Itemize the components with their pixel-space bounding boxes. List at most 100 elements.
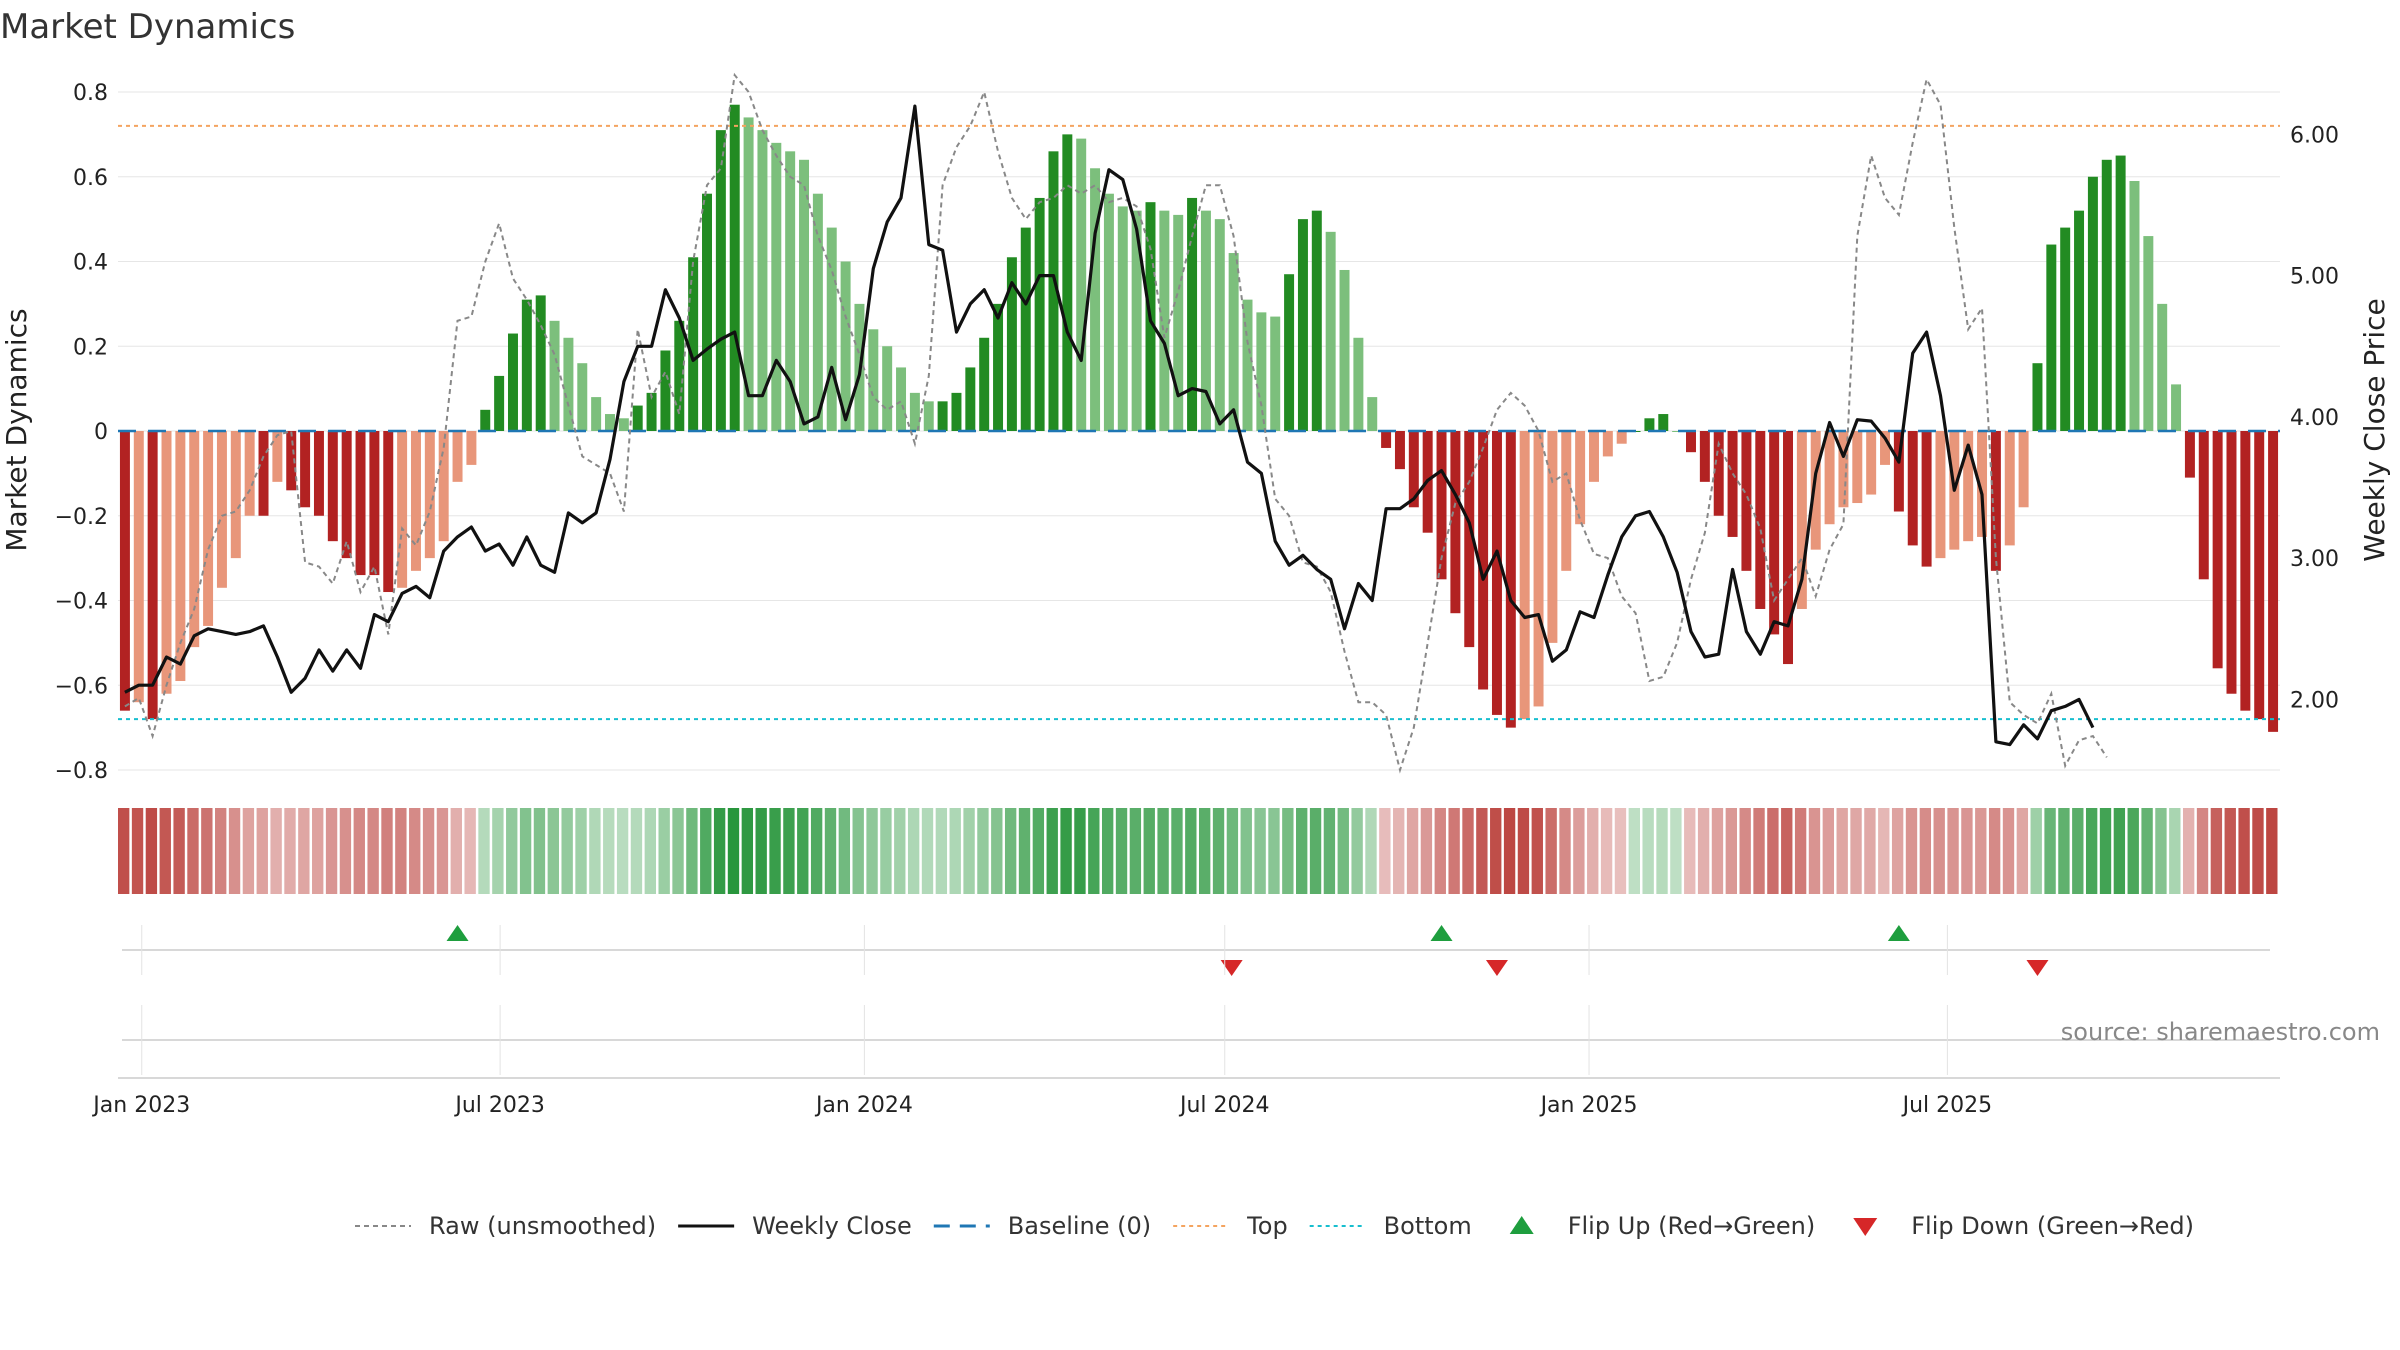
dynamics-bar xyxy=(203,431,214,626)
heat-cell xyxy=(422,808,435,894)
heat-cell xyxy=(409,808,421,894)
dynamics-bar xyxy=(993,303,1004,431)
heat-cell xyxy=(603,808,615,894)
dynamics-bar xyxy=(369,431,380,576)
heat-cell xyxy=(1171,808,1183,894)
dynamics-bar xyxy=(1090,168,1101,431)
dynamics-bar xyxy=(743,117,754,432)
heat-cell xyxy=(1185,808,1197,894)
x-tick-label: Jan 2025 xyxy=(1539,1093,1638,1118)
heat-cell xyxy=(1531,808,1543,894)
dynamics-bar xyxy=(1311,210,1322,431)
heat-cell xyxy=(464,808,476,894)
heat-cell xyxy=(118,808,130,894)
heat-cell xyxy=(2044,808,2056,894)
dynamics-bar xyxy=(882,346,893,431)
dynamics-bar xyxy=(1935,431,1946,559)
heat-cell xyxy=(1933,808,1945,894)
y-tick-label: −0.2 xyxy=(55,505,108,530)
dynamics-bar xyxy=(1048,151,1059,431)
dynamics-bar xyxy=(1367,397,1378,431)
heat-cell xyxy=(1587,808,1599,894)
dynamics-bar xyxy=(1575,431,1586,525)
dynamics-bar xyxy=(1796,431,1807,609)
dynamics-bar xyxy=(1450,431,1461,614)
dynamics-bar xyxy=(1769,431,1780,635)
dynamics-bar xyxy=(2004,431,2015,546)
heat-cell xyxy=(1739,808,1751,894)
legend: Raw (unsmoothed) Weekly Close Baseline (0)… xyxy=(355,1212,2194,1240)
heat-cell xyxy=(963,808,975,894)
dynamics-bar xyxy=(591,397,602,431)
heat-cell xyxy=(1947,808,1959,894)
heat-cell xyxy=(991,808,1003,894)
heat-cell xyxy=(381,808,393,894)
heat-cell xyxy=(630,808,643,894)
heat-cell xyxy=(1628,808,1640,894)
dynamics-bar xyxy=(2115,155,2126,431)
dynamics-bar xyxy=(2018,431,2029,508)
dynamics-bar xyxy=(1339,269,1350,431)
heat-cell xyxy=(173,808,185,894)
dynamics-bar xyxy=(1547,431,1558,643)
dynamics-bar xyxy=(2157,303,2168,431)
flip-up-marker xyxy=(1430,925,1453,941)
heat-cell xyxy=(1697,808,1710,894)
dynamics-bar xyxy=(1616,431,1627,444)
heat-cell xyxy=(894,808,906,894)
dynamics-bar xyxy=(535,295,546,431)
heat-cell xyxy=(492,808,504,894)
y2-tick-label: 4.00 xyxy=(2290,406,2339,431)
dynamics-bar xyxy=(480,409,491,431)
heat-cell xyxy=(1046,808,1058,894)
legend-label: Flip Down (Green→Red) xyxy=(1911,1212,2194,1240)
heat-cell xyxy=(1254,808,1266,894)
heat-cell xyxy=(644,808,656,894)
heat-cell xyxy=(1670,808,1682,894)
heat-cell xyxy=(575,808,587,894)
dynamics-bar xyxy=(286,431,297,491)
y-tick-label: −0.4 xyxy=(55,590,108,615)
dynamics-bar xyxy=(313,431,324,516)
heat-cell xyxy=(1282,808,1294,894)
heat-cell xyxy=(1226,808,1239,894)
chart-title: Market Dynamics xyxy=(0,7,295,47)
heat-cell xyxy=(1379,808,1391,894)
heat-cell xyxy=(201,808,213,894)
heat-cell xyxy=(1545,808,1557,894)
dynamics-bar xyxy=(327,431,338,542)
dynamics-bar xyxy=(1214,219,1225,431)
heat-cell xyxy=(2182,808,2195,894)
heat-cell xyxy=(367,808,379,894)
dynamics-bar xyxy=(1408,431,1419,508)
dynamics-bar xyxy=(1907,431,1918,546)
heat-cell xyxy=(672,808,684,894)
heat-cell xyxy=(353,808,365,894)
heat-cell xyxy=(2016,808,2029,894)
heat-cell xyxy=(2169,808,2181,894)
dynamics-bar xyxy=(258,431,269,516)
heat-cell xyxy=(298,808,310,894)
dynamics-bar xyxy=(1533,431,1544,707)
dynamics-bar xyxy=(300,431,311,508)
y-tick-label: 0 xyxy=(94,420,108,445)
dynamics-bar xyxy=(175,431,186,682)
dynamics-bar xyxy=(2101,159,2112,432)
dynamics-bar xyxy=(1076,138,1087,432)
dynamics-bar xyxy=(826,227,837,431)
legend-item: Raw (unsmoothed) xyxy=(355,1212,656,1240)
dynamics-bar xyxy=(965,367,976,431)
dynamics-bar xyxy=(216,431,227,588)
heat-cell xyxy=(1060,808,1072,894)
heat-cell xyxy=(1365,808,1377,894)
heat-cell xyxy=(1309,808,1322,894)
dynamics-bar xyxy=(1478,431,1489,690)
dynamics-bar xyxy=(2212,431,2223,669)
dynamics-bar xyxy=(1824,431,1835,525)
dynamics-bar xyxy=(715,130,726,431)
dynamics-bar xyxy=(244,431,255,516)
heat-cell xyxy=(1088,808,1100,894)
dynamics-bar xyxy=(1464,431,1475,648)
heat-cell xyxy=(1032,808,1045,894)
heat-cell xyxy=(533,808,546,894)
